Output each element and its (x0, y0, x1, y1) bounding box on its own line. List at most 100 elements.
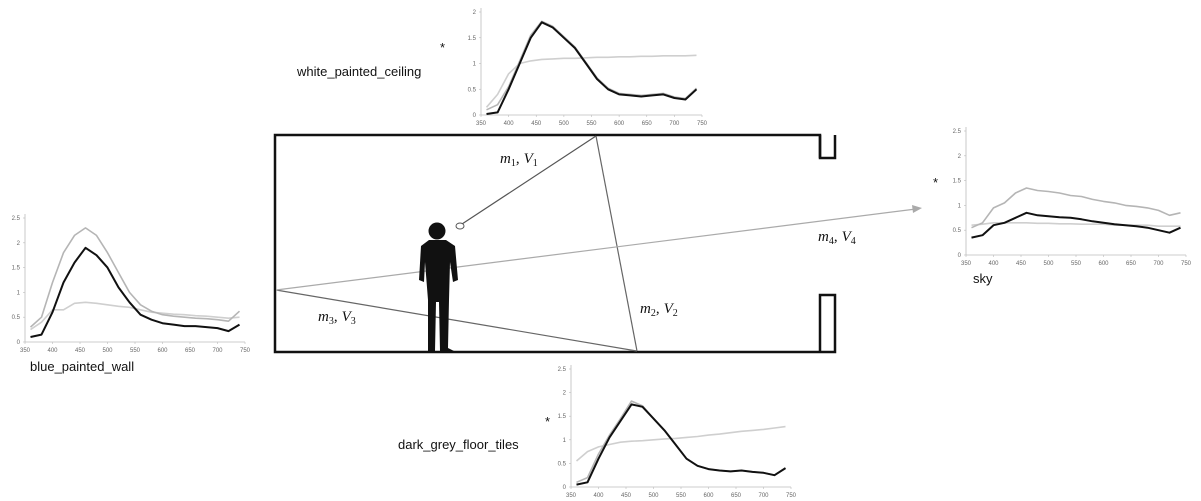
y-tick-label: 1.5 (953, 179, 962, 185)
y-tick-label: 1 (17, 290, 21, 296)
symbol: , (334, 309, 338, 325)
y-tick-label: 1.5 (558, 414, 567, 420)
room (275, 135, 835, 352)
x-tick-label: 450 (1016, 261, 1027, 267)
y-tick-label: 0.5 (558, 461, 567, 467)
eye (456, 223, 464, 229)
symbol: m (318, 309, 329, 325)
opening-top (820, 135, 835, 158)
chart-title: blue_painted_wall (30, 359, 134, 374)
math-label: m2,V2 (640, 301, 678, 319)
y-tick-label: 0.5 (953, 228, 962, 234)
x-tick-label: 600 (1098, 261, 1109, 267)
y-tick-label: 2 (563, 391, 567, 397)
y-tick-label: 0 (958, 253, 962, 259)
ray-ceiling (462, 136, 596, 224)
symbol: m (818, 229, 829, 245)
x-tick-label: 350 (566, 493, 577, 499)
x-tick-label: 650 (642, 121, 653, 127)
math-label: m3,V3 (318, 309, 356, 327)
room-outline (275, 135, 835, 352)
x-tick-label: 700 (758, 493, 769, 499)
x-tick-label: 550 (676, 493, 687, 499)
head (429, 223, 446, 240)
diagram: m1,V1m2,V2m3,V3m4,V4 00.511.523504004505… (0, 0, 1201, 501)
spectrum-line (577, 427, 786, 461)
person (419, 223, 458, 352)
y-tick-label: 2.5 (558, 367, 567, 373)
y-tick-label: 2.5 (953, 129, 962, 135)
x-tick-label: 750 (786, 493, 797, 499)
x-tick-label: 400 (47, 348, 58, 354)
y-tick-label: 0.5 (468, 87, 477, 93)
x-tick-label: 600 (703, 493, 714, 499)
math-label: m1,V1 (500, 151, 538, 169)
x-tick-label: 650 (1126, 261, 1137, 267)
y-tick-label: 1.5 (12, 266, 21, 272)
x-tick-label: 550 (1071, 261, 1082, 267)
labels: m1,V1m2,V2m3,V3m4,V4 (318, 151, 856, 327)
ray-sky (276, 209, 916, 290)
x-tick-label: 350 (476, 121, 487, 127)
x-tick-label: 350 (20, 348, 31, 354)
x-tick-label: 400 (593, 493, 604, 499)
y-tick-label: 0 (473, 113, 477, 119)
x-tick-label: 700 (1153, 261, 1164, 267)
x-tick-label: 750 (697, 121, 708, 127)
y-tick-label: 1 (563, 438, 567, 444)
y-tick-label: 1 (958, 203, 962, 209)
spectrum-line (31, 248, 240, 337)
subscript: 2 (673, 308, 678, 319)
spectrum-line (972, 188, 1181, 228)
annotation: * (545, 414, 550, 429)
x-tick-label: 550 (130, 348, 141, 354)
x-tick-label: 700 (669, 121, 680, 127)
x-tick-label: 400 (504, 121, 515, 127)
y-tick-label: 0 (563, 485, 567, 491)
math-label: m4,V4 (818, 229, 856, 247)
y-tick-label: 2 (958, 154, 962, 160)
symbol: , (834, 229, 838, 245)
x-tick-label: 650 (185, 348, 196, 354)
x-tick-label: 450 (621, 493, 632, 499)
ray-wall (596, 136, 637, 351)
x-tick-label: 550 (586, 121, 597, 127)
y-tick-label: 0 (17, 340, 21, 346)
spectrum-line (487, 22, 697, 114)
symbol: , (656, 301, 660, 317)
chart-title: dark_grey_floor_tiles (398, 437, 519, 452)
x-tick-label: 350 (961, 261, 972, 267)
x-tick-label: 650 (731, 493, 742, 499)
mini-chart: 0 0.5 1 1.5 2 2.5 350 400 450 500 550 600 650 700 750 s… (933, 127, 1192, 286)
charts: 0 0.5 1 1.5 2 350 400 450 500 550 600 650 700 750 whit… (12, 8, 1192, 499)
x-tick-label: 400 (988, 261, 999, 267)
y-tick-label: 2 (17, 241, 21, 247)
x-tick-label: 450 (531, 121, 542, 127)
x-tick-label: 600 (157, 348, 168, 354)
y-tick-label: 1.5 (468, 36, 477, 42)
y-tick-label: 2 (473, 10, 477, 16)
symbol: , (516, 151, 520, 167)
x-tick-label: 700 (212, 348, 223, 354)
mini-chart: 0 0.5 1 1.5 2 2.5 350 400 450 500 550 600 650 700 750 d… (398, 365, 797, 499)
x-tick-label: 750 (1181, 261, 1192, 267)
y-tick-label: 0.5 (12, 315, 21, 321)
spectrum-line (31, 228, 240, 327)
x-tick-label: 750 (240, 348, 251, 354)
symbol: m (640, 301, 651, 317)
x-tick-label: 500 (559, 121, 570, 127)
x-tick-label: 500 (1043, 261, 1054, 267)
x-tick-label: 500 (648, 493, 659, 499)
arrow-head (912, 205, 922, 213)
chart-title: white_painted_ceiling (296, 64, 421, 79)
annotation: * (440, 40, 445, 55)
x-tick-label: 600 (614, 121, 625, 127)
body (419, 240, 458, 351)
y-tick-label: 2.5 (12, 216, 21, 222)
chart-title: sky (973, 271, 993, 286)
y-tick-label: 1 (473, 62, 477, 68)
spectrum-line (31, 302, 240, 329)
annotation: * (933, 175, 938, 190)
symbol: m (500, 151, 511, 167)
